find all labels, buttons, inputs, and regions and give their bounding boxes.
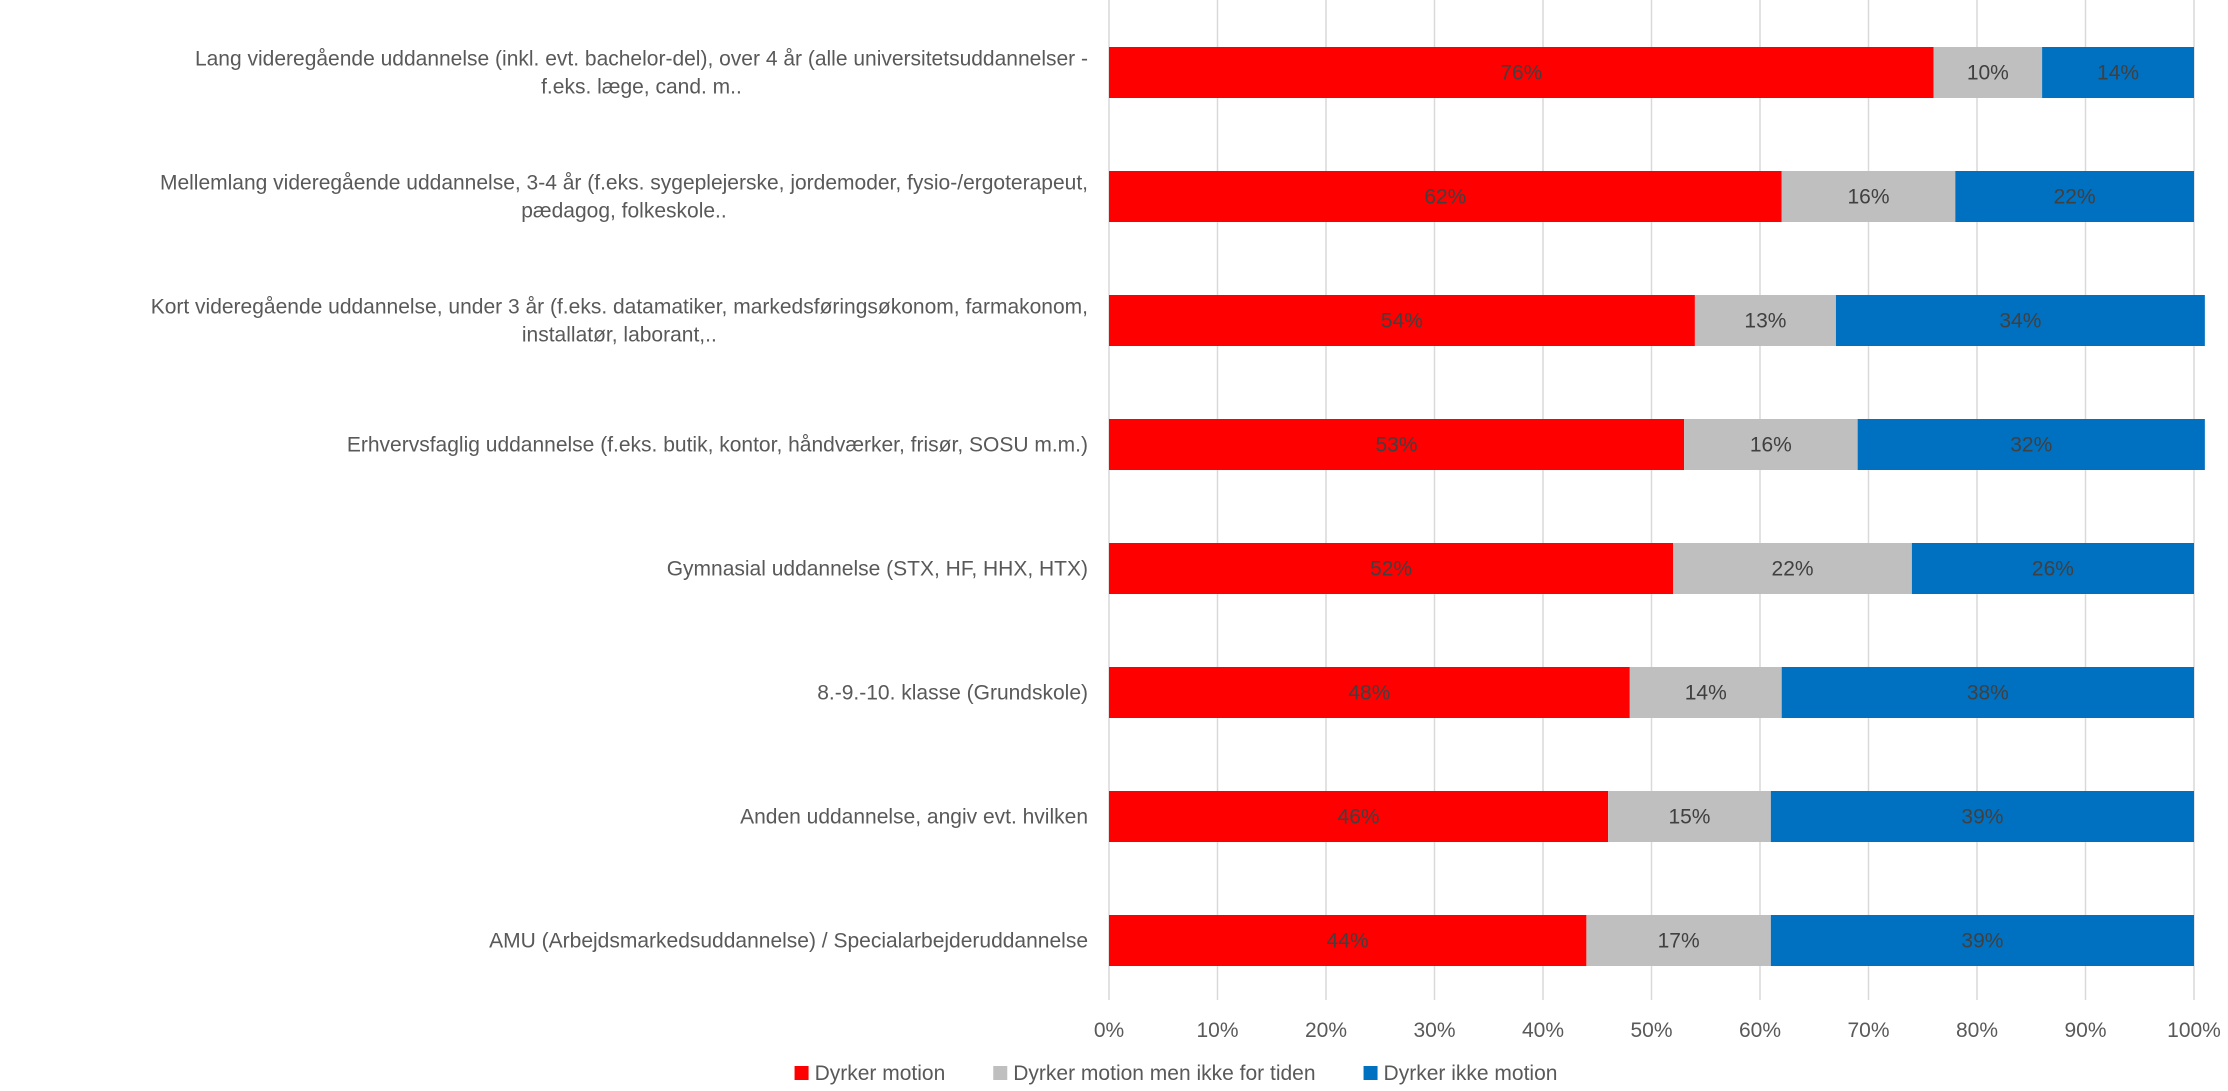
- data-label: 16%: [1750, 434, 1792, 457]
- data-label: 22%: [1772, 558, 1814, 581]
- x-tick-label: 60%: [1739, 1019, 1781, 1042]
- data-label: 48%: [1348, 682, 1390, 705]
- category-label: 8.-9.-10. klasse (Grundskole): [817, 682, 1088, 705]
- bar-segment: [1109, 543, 1674, 594]
- bar-segment: [1694, 295, 1836, 346]
- data-label: 39%: [1961, 806, 2003, 829]
- bar-segment: [1835, 295, 2205, 346]
- category-label: Kort videregående uddannelse, under 3 år…: [151, 296, 1088, 347]
- x-tick-label: 0%: [1094, 1019, 1124, 1042]
- bar-segment: [1109, 295, 1695, 346]
- bar-segment: [1684, 419, 1858, 470]
- bar-segment: [1673, 543, 1912, 594]
- data-label: 44%: [1327, 930, 1369, 953]
- data-label: 52%: [1370, 558, 1412, 581]
- data-label: 16%: [1847, 186, 1889, 209]
- bar-segment: [1770, 791, 2194, 842]
- bar-segment: [1109, 667, 1630, 718]
- data-label: 22%: [2054, 186, 2096, 209]
- gridlines: [1108, 0, 2195, 1000]
- bar-segment: [1770, 915, 2194, 966]
- bar-segment: [1109, 47, 1934, 98]
- category-label: Gymnasial uddannelse (STX, HF, HHX, HTX): [667, 558, 1088, 581]
- bar-segment: [1933, 47, 2043, 98]
- category-label: Erhvervsfaglig uddannelse (f.eks. butik,…: [347, 434, 1088, 457]
- category-label: AMU (Arbejdsmarkedsuddannelse) / Special…: [489, 930, 1088, 953]
- data-label: 17%: [1658, 930, 1700, 953]
- x-tick-label: 30%: [1413, 1019, 1455, 1042]
- data-label: 13%: [1744, 310, 1786, 333]
- category-label: Anden uddannelse, angiv evt. hvilken: [740, 806, 1088, 829]
- bar-segment: [1109, 171, 1782, 222]
- bar-segment: [1109, 915, 1587, 966]
- bar-segment: [1781, 667, 2194, 718]
- legend-label: Dyrker motion men ikke for tiden: [1013, 1062, 1315, 1085]
- legend-label: Dyrker ikke motion: [1384, 1062, 1558, 1085]
- bars: 76% 10% 14% 62% 16% 22% 54% 13% 34% 53% 16% 32% 52% 2…: [1109, 47, 2205, 966]
- legend: Dyrker motion Dyrker motion men ikke for …: [794, 1062, 1558, 1085]
- data-label: 10%: [1967, 62, 2009, 85]
- bar-segment: [1857, 419, 2205, 470]
- bar-segment: [2042, 47, 2194, 98]
- bar-segment: [1586, 915, 1771, 966]
- data-label: 62%: [1424, 186, 1466, 209]
- bar-segment: [1109, 419, 1685, 470]
- data-label: 14%: [2097, 62, 2139, 85]
- legend-swatch: [993, 1066, 1008, 1080]
- data-label: 14%: [1685, 682, 1727, 705]
- data-label: 34%: [1999, 310, 2041, 333]
- x-tick-label: 100%: [2167, 1019, 2221, 1042]
- x-tick-label: 90%: [2064, 1019, 2106, 1042]
- data-label: 39%: [1961, 930, 2003, 953]
- bar-segment: [1911, 543, 2194, 594]
- category-label: Mellemlang videregående uddannelse, 3-4 …: [160, 172, 1088, 223]
- legend-swatch: [794, 1066, 809, 1080]
- data-label: 46%: [1338, 806, 1380, 829]
- bar-segment: [1608, 791, 1771, 842]
- category-labels: Lang videregående uddannelse (inkl. evt.…: [151, 48, 1088, 953]
- x-tick-label: 70%: [1847, 1019, 1889, 1042]
- data-label: 53%: [1376, 434, 1418, 457]
- x-axis-tick-labels: 0% 10% 20% 30% 40% 50% 60% 70% 80% 90% 100%: [1094, 1019, 2221, 1042]
- bar-segment: [1781, 171, 1956, 222]
- data-label: 38%: [1967, 682, 2009, 705]
- x-tick-label: 40%: [1522, 1019, 1564, 1042]
- data-label: 32%: [2010, 434, 2052, 457]
- data-label: 54%: [1381, 310, 1423, 333]
- data-label: 76%: [1500, 62, 1542, 85]
- x-tick-label: 10%: [1196, 1019, 1238, 1042]
- bar-segment: [1955, 171, 2194, 222]
- category-label: Lang videregående uddannelse (inkl. evt.…: [195, 48, 1088, 99]
- data-label: 15%: [1668, 806, 1710, 829]
- legend-label: Dyrker motion: [815, 1062, 946, 1085]
- legend-swatch: [1363, 1066, 1378, 1080]
- bar-segment: [1109, 791, 1609, 842]
- x-tick-label: 80%: [1956, 1019, 1998, 1042]
- data-label: 26%: [2032, 558, 2074, 581]
- bar-segment: [1629, 667, 1782, 718]
- x-tick-label: 20%: [1305, 1019, 1347, 1042]
- x-tick-label: 50%: [1630, 1019, 1672, 1042]
